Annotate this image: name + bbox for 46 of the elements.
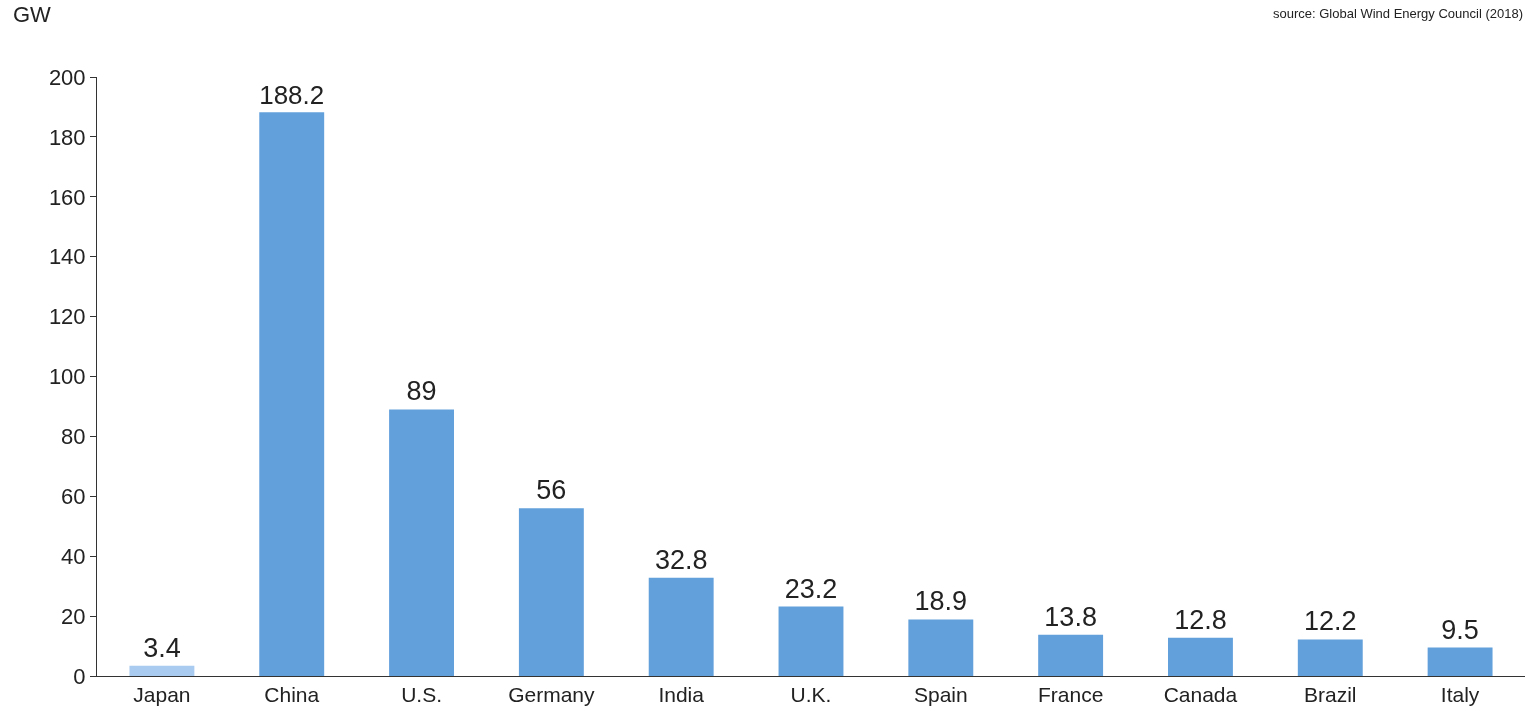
data-label: 32.8 — [654, 544, 708, 575]
data-label: 12.8 — [1174, 604, 1227, 635]
x-tick-label: Germany — [508, 683, 596, 707]
x-tick-label: U.K. — [790, 683, 832, 707]
x-tick-label: Spain — [913, 683, 968, 707]
bar — [648, 577, 714, 676]
y-tick-label: 20 — [61, 603, 86, 629]
data-label: 12.2 — [1303, 606, 1357, 637]
bar — [518, 508, 584, 676]
x-tick-label: Japan — [133, 683, 191, 707]
bar — [1297, 639, 1363, 676]
data-label: 56 — [536, 475, 567, 506]
y-tick-label: 40 — [61, 543, 86, 569]
y-tick-label: 120 — [48, 304, 86, 330]
x-tick-label: Brazil — [1304, 683, 1357, 707]
data-label: 18.9 — [914, 586, 968, 617]
y-tick-label: 180 — [48, 124, 86, 150]
x-tick-label: U.S. — [401, 683, 442, 707]
x-tick-label: Italy — [1440, 683, 1480, 707]
data-label: 188.2 — [259, 80, 325, 109]
source-note: source: Global Wind Energy Council (2018) — [1273, 6, 1524, 21]
bar — [908, 619, 974, 676]
y-tick-label: 140 — [48, 244, 86, 270]
y-tick-label: 60 — [61, 484, 86, 509]
bar — [778, 606, 844, 676]
bar — [1168, 637, 1233, 676]
bar — [259, 112, 325, 676]
y-tick-label: 100 — [48, 364, 86, 390]
x-tick-label: China — [264, 683, 320, 707]
x-tick-label: India — [658, 683, 705, 707]
bar — [129, 665, 195, 676]
data-label: 3.4 — [143, 632, 181, 663]
y-tick-label: 160 — [48, 184, 86, 210]
data-label: 13.8 — [1044, 601, 1097, 632]
data-label: 9.5 — [1441, 614, 1479, 645]
bar — [1427, 647, 1493, 676]
y-axis-title: GW — [13, 2, 52, 27]
y-tick-label: 0 — [73, 663, 86, 689]
data-label: 89 — [406, 376, 437, 407]
data-label: 23.2 — [784, 573, 838, 604]
bar — [1038, 634, 1104, 676]
y-tick-label: 80 — [61, 424, 86, 450]
x-tick-label: France — [1037, 683, 1104, 707]
x-tick-label: Canada — [1163, 683, 1238, 707]
y-tick-label: 200 — [48, 64, 86, 90]
bar — [389, 409, 454, 676]
